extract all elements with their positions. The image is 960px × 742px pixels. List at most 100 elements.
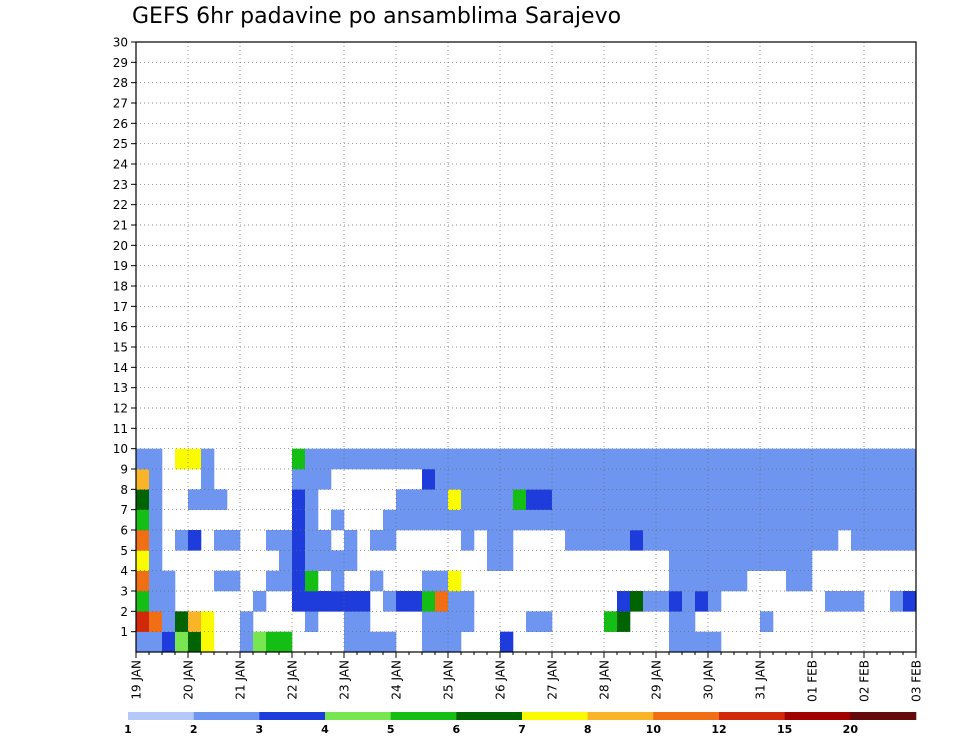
heatmap-cell (903, 489, 916, 510)
colorbar-swatch (391, 712, 457, 720)
heatmap-cell (149, 550, 162, 571)
heatmap-cell (786, 571, 799, 592)
colorbar-swatch (325, 712, 391, 720)
heatmap-cell (630, 489, 643, 510)
heatmap-cell (682, 611, 695, 632)
heatmap-cell (786, 449, 799, 470)
y-tick-label: 9 (120, 463, 128, 477)
heatmap-cell (474, 469, 487, 490)
heatmap-cell (877, 449, 890, 470)
x-tick-label: 19 JAN (130, 660, 144, 700)
heatmap-cell (708, 550, 721, 571)
heatmap-cell (669, 550, 682, 571)
heatmap-cell (487, 489, 500, 510)
heatmap-cell (591, 530, 604, 551)
heatmap-cell (656, 530, 669, 551)
heatmap-cell (773, 449, 786, 470)
heatmap-cell (409, 489, 422, 510)
heatmap-cell (682, 591, 695, 612)
heatmap-cell (513, 489, 526, 510)
heatmap-cell (539, 489, 552, 510)
colorbar-swatch (128, 712, 194, 720)
heatmap-cell (383, 632, 396, 653)
heatmap-cell (305, 591, 318, 612)
heatmap-cell (903, 449, 916, 470)
colorbar-swatch (456, 712, 522, 720)
heatmap-cell (370, 632, 383, 653)
heatmap-cell (565, 489, 578, 510)
heatmap-cell (643, 489, 656, 510)
heatmap-cell (435, 510, 448, 531)
heatmap-cell (383, 591, 396, 612)
heatmap-cell (591, 489, 604, 510)
heatmap-cell (708, 489, 721, 510)
heatmap-cell (695, 449, 708, 470)
heatmap-cell (786, 550, 799, 571)
heatmap-cell (734, 571, 747, 592)
heatmap-cell (851, 449, 864, 470)
colorbar-label: 3 (256, 723, 264, 736)
heatmap-cell (565, 510, 578, 531)
heatmap-cell (422, 571, 435, 592)
heatmap-cell (227, 571, 240, 592)
heatmap-cell (578, 469, 591, 490)
x-tick-label: 22 JAN (286, 660, 300, 700)
heatmap-cell (747, 469, 760, 490)
heatmap-cell (448, 611, 461, 632)
heatmap-cell (890, 530, 903, 551)
colorbar-label: 7 (518, 723, 526, 736)
heatmap-cell (136, 469, 149, 490)
heatmap-cell (240, 611, 253, 632)
heatmap-cell (747, 550, 760, 571)
colorbar-swatch (785, 712, 851, 720)
heatmap-cell (383, 510, 396, 531)
heatmap-cell (188, 489, 201, 510)
heatmap-cell (552, 489, 565, 510)
x-tick-label: 25 JAN (442, 660, 456, 700)
heatmap-cell (838, 449, 851, 470)
heatmap-cell (877, 489, 890, 510)
heatmap-cell (201, 632, 214, 653)
heatmap-cell (331, 591, 344, 612)
heatmap-cell (422, 489, 435, 510)
heatmap-cell (422, 449, 435, 470)
heatmap-cell (266, 571, 279, 592)
heatmap-cell (292, 571, 305, 592)
heatmap-cell (825, 510, 838, 531)
colorbar-label: 15 (777, 723, 792, 736)
heatmap-cell (539, 449, 552, 470)
y-tick-label: 20 (113, 239, 128, 253)
heatmap-cell (435, 489, 448, 510)
heatmap-cell (708, 632, 721, 653)
heatmap-cell (136, 510, 149, 531)
heatmap-cell (487, 550, 500, 571)
heatmap-cell (396, 591, 409, 612)
heatmap-cell (695, 489, 708, 510)
x-tick-label: 30 JAN (702, 660, 716, 700)
heatmap-cell (643, 530, 656, 551)
heatmap-cell (760, 469, 773, 490)
heatmap-cell (305, 550, 318, 571)
heatmap-cell (539, 469, 552, 490)
heatmap-cell (539, 611, 552, 632)
y-tick-label: 29 (113, 56, 128, 70)
heatmap-cell (357, 611, 370, 632)
heatmap-cell (708, 449, 721, 470)
heatmap-cell (734, 469, 747, 490)
heatmap-cell (695, 469, 708, 490)
heatmap-cell (890, 591, 903, 612)
heatmap-cell (591, 510, 604, 531)
x-tick-label: 31 JAN (754, 660, 768, 700)
heatmap-cell (799, 469, 812, 490)
heatmap-cell (422, 469, 435, 490)
heatmap-cell (175, 530, 188, 551)
heatmap-cell (630, 591, 643, 612)
heatmap-cell (721, 449, 734, 470)
heatmap-cell (734, 530, 747, 551)
heatmap-cell (292, 449, 305, 470)
heatmap-cell (149, 489, 162, 510)
heatmap-cell (669, 449, 682, 470)
heatmap-cell (617, 489, 630, 510)
heatmap-cell (448, 571, 461, 592)
y-tick-label: 16 (113, 320, 128, 334)
